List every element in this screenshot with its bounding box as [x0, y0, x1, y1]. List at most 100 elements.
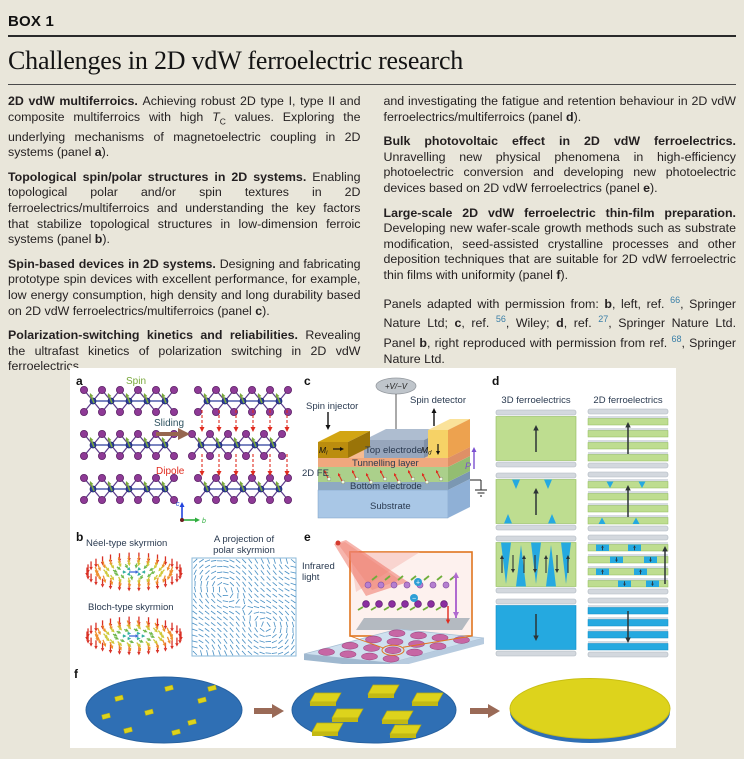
- axis-c-label: c: [176, 501, 180, 508]
- axis-b-label: b: [202, 518, 206, 525]
- text-segment: Revealing the ultrafast kinetics of pola…: [8, 328, 361, 374]
- lattice: [79, 474, 179, 505]
- text-segment: T: [212, 109, 220, 124]
- svg-text:−: −: [412, 596, 416, 603]
- text-segment: b: [419, 336, 427, 351]
- text-segment: ).: [102, 232, 110, 247]
- text-segment: ).: [560, 267, 569, 282]
- paragraph: Topological spin/polar structures in 2D …: [8, 170, 361, 248]
- column-left: 2D vdW multiferroics. Achieving robust 2…: [8, 94, 361, 384]
- svg-text:+: +: [416, 580, 420, 587]
- panel-letter-d: d: [492, 374, 499, 388]
- dipole-label: Dipole: [156, 466, 185, 477]
- text-segment: , Springer Nature Ltd;: [383, 296, 737, 331]
- infrared-art: +−: [303, 540, 485, 664]
- wafer-nucleation: [85, 676, 243, 744]
- panel-c-spin-device: c +V/−V Spin injector Spin detector Top …: [302, 374, 487, 519]
- highlighted-flake: [381, 644, 405, 656]
- text-segment: , left, ref.: [611, 296, 671, 311]
- growth-step-arrow-icon: [254, 704, 284, 718]
- panel-letter-b: b: [76, 530, 83, 544]
- lattice: [194, 474, 292, 505]
- text-segment: , Springer Nature Ltd.: [383, 336, 736, 366]
- polarization-label: P: [465, 461, 471, 471]
- text-segment: e: [643, 180, 651, 195]
- neel-label: Néel-type skyrmion: [86, 538, 167, 549]
- neel-skyrmion-disk: [85, 552, 183, 592]
- text-segment: Designing and fabricating prototype spin…: [8, 256, 361, 318]
- box-label: BOX 1: [8, 13, 55, 30]
- text-columns: 2D vdW multiferroics. Achieving robust 2…: [8, 94, 736, 384]
- paragraph: Bulk photovoltaic effect in 2D vdW ferro…: [384, 134, 737, 196]
- col-2d-label: 2D ferroelectrics: [593, 395, 662, 406]
- device-art: [317, 377, 487, 519]
- text-segment: b: [94, 232, 103, 247]
- substrate-label: Substrate: [370, 501, 411, 512]
- growth-step-arrow-icon: [470, 704, 500, 718]
- panel-letter-c: c: [304, 374, 311, 388]
- projection-label-line2: polar skyrmion: [213, 545, 275, 556]
- title-rule: [8, 84, 736, 85]
- panel-a-crystal-structure: a Spin Sliding Dipole c b: [76, 374, 292, 525]
- panel-letter-f: f: [74, 667, 79, 681]
- reference-link[interactable]: 27: [598, 314, 609, 325]
- paragraph: and investigating the fatigue and retent…: [384, 94, 737, 125]
- mi-label: Mi: [319, 445, 328, 457]
- switching-art: [495, 408, 669, 658]
- panel-b-skyrmions: b Néel-type skyrmion Bloch-type skyrmion…: [76, 530, 297, 657]
- text-segment: Polarization-switching kinetics and reli…: [8, 328, 306, 343]
- voltage-label: +V/−V: [385, 382, 408, 391]
- md-label: Md: [421, 445, 432, 457]
- text-segment: values. Exploring the underlying mechani…: [8, 109, 361, 160]
- panel-letter-e: e: [304, 530, 311, 544]
- text-segment: ).: [650, 180, 658, 195]
- lattice: [194, 385, 292, 417]
- text-segment: f: [556, 267, 561, 282]
- text-segment: Spin-based devices in 2D systems.: [8, 256, 220, 271]
- reference-link[interactable]: 66: [670, 294, 681, 305]
- panel-letter-a: a: [76, 374, 83, 388]
- lattice-art: [79, 385, 292, 523]
- text-segment: , Springer Nature Ltd. Panel: [383, 316, 737, 351]
- text-segment: Panels adapted with permission from:: [383, 296, 605, 311]
- spin-injector-label: Spin injector: [306, 401, 358, 412]
- bottom-electrode-label: Bottom electrode: [350, 481, 422, 492]
- text-segment: , Wiley;: [505, 316, 557, 331]
- wafer-full-film: [509, 678, 671, 739]
- reference-link[interactable]: 68: [671, 333, 682, 344]
- sliding-arrow-icon: [156, 428, 190, 440]
- lattice: [79, 385, 179, 417]
- top-rule: [8, 35, 736, 37]
- text-segment: Topological spin/polar structures in 2D …: [8, 169, 313, 184]
- text-segment: a: [94, 145, 102, 160]
- text-segment: c: [255, 303, 263, 318]
- paragraph: Large-scale 2D vdW ferroelectric thin-fi…: [384, 206, 737, 284]
- panel-d-switching-diagrams: d 3D ferroelectrics 2D ferroelectrics: [492, 374, 669, 658]
- text-segment: Large-scale 2D vdW ferroelectric thin-fi…: [383, 205, 737, 220]
- text-segment: Achieving robust 2D type I, type II and …: [8, 94, 361, 124]
- fe-label: 2D FE: [302, 468, 329, 479]
- text-segment: , ref.: [461, 316, 496, 331]
- bloch-skyrmion-disk: [85, 616, 183, 656]
- skyrmion-art: [85, 552, 297, 657]
- text-segment: ).: [573, 109, 582, 124]
- text-segment: d: [565, 109, 574, 124]
- paragraph: 2D vdW multiferroics. Achieving robust 2…: [8, 94, 361, 161]
- text-segment: ).: [262, 303, 270, 318]
- text-segment: b: [604, 296, 612, 311]
- ground-icon: [470, 479, 487, 497]
- negative-charge-icon: [410, 594, 418, 602]
- text-segment: Bulk photovoltaic effect in 2D vdW ferro…: [383, 134, 737, 149]
- paragraph: Spin-based devices in 2D systems. Design…: [8, 257, 361, 319]
- text-segment: and investigating the fatigue and retent…: [383, 94, 737, 124]
- top-electrode-label: Top electrode: [365, 445, 422, 456]
- reference-link[interactable]: 56: [495, 314, 506, 325]
- text-segment: Enabling topological polar and/or spin t…: [8, 169, 361, 247]
- infrared-label-line2: light: [302, 572, 320, 583]
- spin-label: Spin: [126, 376, 146, 387]
- text-segment: Unravelling new physical phenomena in hi…: [383, 149, 737, 195]
- infrared-label-line1: Infrared: [302, 561, 335, 572]
- tunnelling-layer-label: Tunnelling layer: [352, 458, 419, 469]
- panel-e-photovoltaic: e +− Infrared light: [302, 530, 485, 664]
